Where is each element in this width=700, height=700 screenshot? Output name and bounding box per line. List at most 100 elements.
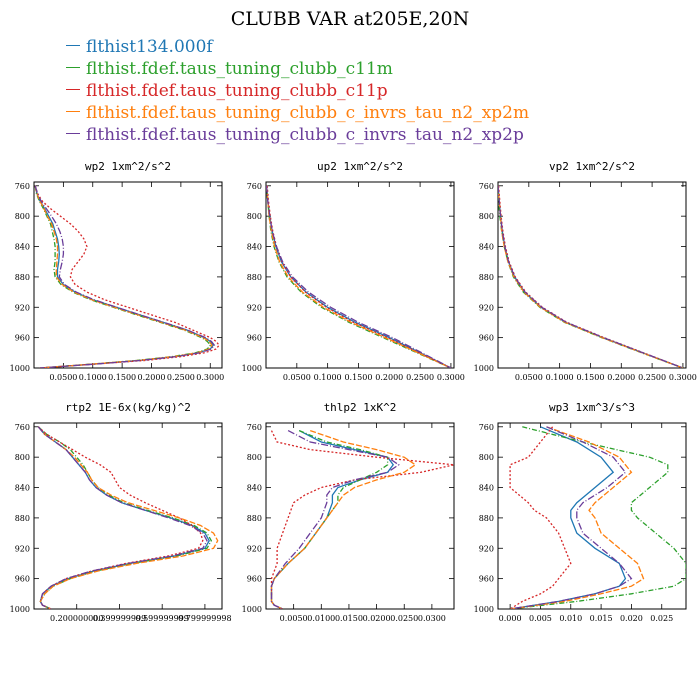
panel-title: up2 1xm^2/s^2 <box>317 160 403 173</box>
y-tick-label: 760 <box>247 182 262 191</box>
y-tick-label: 840 <box>15 243 30 252</box>
series-line <box>510 426 645 609</box>
panel-title: rtp2 1E-6x(kg/kg)^2 <box>65 401 191 414</box>
series-line <box>498 185 684 368</box>
x-tick-label: 0.2500 <box>167 373 195 382</box>
x-tick-label: 0.2500 <box>406 373 434 382</box>
y-tick-label: 960 <box>247 575 262 584</box>
legend-item: flthist.fdef.taus_tuning_clubb_c11m <box>66 58 529 80</box>
x-tick-label: 0.3000 <box>196 373 224 382</box>
x-tick-label: 0.1000 <box>314 373 342 382</box>
x-tick-label: 0.0200 <box>363 614 391 623</box>
y-tick-label: 1000 <box>242 364 262 373</box>
y-tick-label: 960 <box>247 334 262 343</box>
chart-panel: vp2 1xm^2/s^2 760 800 840 880 920 960 1000 0.050… <box>474 160 697 382</box>
x-tick-label: 0.1000 <box>546 373 574 382</box>
plot-frame <box>265 422 455 610</box>
y-tick-label: 840 <box>15 484 30 493</box>
y-tick-label: 840 <box>247 243 262 252</box>
y-tick-label: 800 <box>15 212 30 221</box>
x-tick-label: 0.0050 <box>280 614 308 623</box>
chart-panel: wp2 1xm^2/s^2 760 800 840 880 920 960 1000 0.050… <box>10 160 225 382</box>
legend-item: flthist134.000f <box>66 36 529 58</box>
series-line <box>34 185 216 368</box>
x-tick-label: 0.005 <box>529 614 552 623</box>
legend-label: flthist.fdef.taus_tuning_clubb_c11p <box>86 81 388 101</box>
y-tick-label: 960 <box>479 334 494 343</box>
series-line <box>509 426 633 609</box>
panel-title: vp2 1xm^2/s^2 <box>549 160 635 173</box>
y-tick-label: 800 <box>479 453 494 462</box>
y-tick-label: 1000 <box>10 605 30 614</box>
chart-panel: wp3 1xm^3/s^3 760 800 840 880 920 960 1000 0.000… <box>474 401 687 623</box>
y-tick-label: 960 <box>15 575 30 584</box>
x-tick-label: 0.3000 <box>669 373 697 382</box>
x-tick-label: 0.0500 <box>283 373 311 382</box>
legend-item: flthist.fdef.taus_tuning_clubb_c11p <box>66 80 529 102</box>
plot-frame <box>497 422 687 610</box>
plot-frame <box>265 181 455 369</box>
x-tick-label: 0.0150 <box>335 614 363 623</box>
y-tick-label: 840 <box>479 243 494 252</box>
x-tick-label: 0.399999999 <box>93 614 146 623</box>
x-tick-label: 0.0300 <box>418 614 446 623</box>
y-tick-label: 1000 <box>242 605 262 614</box>
legend-swatch <box>66 45 80 46</box>
legend-label: flthist.fdef.taus_tuning_clubb_c_invrs_t… <box>86 125 524 145</box>
series-line <box>266 185 452 368</box>
chart-panel: rtp2 1E-6x(kg/kg)^2 760 800 840 880 920 960 100… <box>10 401 232 623</box>
series-line <box>498 185 684 368</box>
y-tick-label: 880 <box>479 514 494 523</box>
legend-label: flthist.fdef.taus_tuning_clubb_c_invrs_t… <box>86 103 530 123</box>
series-line <box>270 430 395 609</box>
x-tick-label: 0.020 <box>620 614 643 623</box>
y-tick-label: 920 <box>479 544 494 553</box>
x-tick-label: 0.1000 <box>79 373 107 382</box>
y-tick-label: 960 <box>15 334 30 343</box>
series-line <box>509 426 627 609</box>
x-tick-label: 0.1500 <box>108 373 136 382</box>
x-tick-label: 0.0500 <box>515 373 543 382</box>
y-tick-label: 760 <box>479 182 494 191</box>
chart-panel: up2 1xm^2/s^2 760 800 840 880 920 960 1000 0.050… <box>242 160 465 382</box>
legend-swatch <box>66 67 80 68</box>
x-tick-label: 0.025 <box>650 614 673 623</box>
legend: flthist134.000f flthist.fdef.taus_tuning… <box>66 36 529 146</box>
plot-frame <box>33 422 223 610</box>
y-tick-label: 800 <box>247 212 262 221</box>
y-tick-label: 840 <box>479 484 494 493</box>
x-tick-label: 0.2000 <box>607 373 635 382</box>
y-tick-label: 760 <box>15 182 30 191</box>
y-tick-label: 1000 <box>10 364 30 373</box>
x-tick-label: 0.799999998 <box>178 614 231 623</box>
panel-title: wp3 1xm^3/s^3 <box>549 401 635 414</box>
x-tick-label: 0.200000000 <box>50 614 103 623</box>
y-tick-label: 760 <box>247 423 262 432</box>
x-tick-label: 0.2000 <box>138 373 166 382</box>
y-tick-label: 880 <box>247 514 262 523</box>
legend-label: flthist.fdef.taus_tuning_clubb_c11m <box>86 59 393 79</box>
x-tick-label: 0.000 <box>499 614 522 623</box>
y-tick-label: 920 <box>247 544 262 553</box>
series-line <box>270 430 400 609</box>
y-tick-label: 1000 <box>474 605 494 614</box>
series-line <box>498 185 684 368</box>
x-tick-label: 0.0500 <box>49 373 77 382</box>
y-tick-label: 800 <box>247 453 262 462</box>
series-line <box>34 185 215 368</box>
y-tick-label: 920 <box>479 303 494 312</box>
series-line <box>34 185 220 368</box>
y-tick-label: 760 <box>479 423 494 432</box>
x-tick-label: 0.2500 <box>638 373 666 382</box>
x-tick-label: 0.1500 <box>344 373 372 382</box>
y-tick-label: 760 <box>15 423 30 432</box>
legend-label: flthist134.000f <box>86 37 213 57</box>
series-line <box>270 429 417 609</box>
y-tick-label: 800 <box>479 212 494 221</box>
y-tick-label: 920 <box>15 303 30 312</box>
x-tick-label: 0.0250 <box>390 614 418 623</box>
series-line <box>266 185 452 368</box>
legend-swatch <box>66 133 80 134</box>
series-line <box>266 185 452 368</box>
